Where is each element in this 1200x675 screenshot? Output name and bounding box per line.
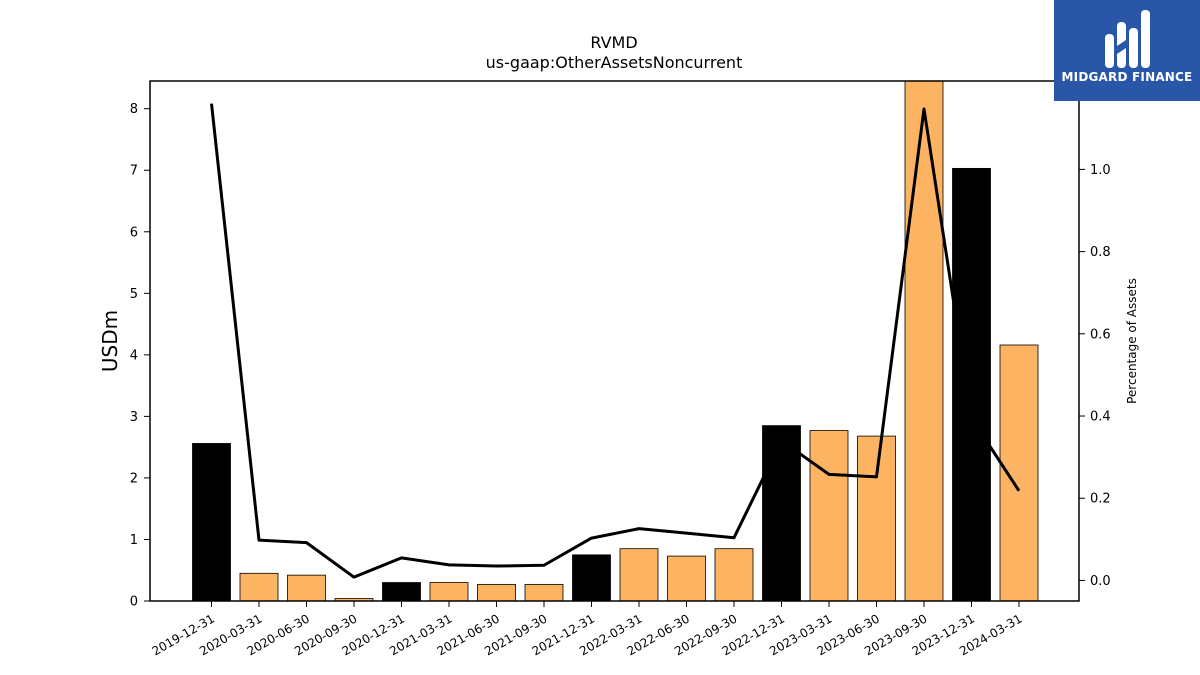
chart-title: RVMD bbox=[590, 33, 637, 52]
y2-tick-label: 0.4 bbox=[1090, 410, 1111, 425]
percentage-line bbox=[210, 103, 1021, 579]
y2-tick-label: 0.0 bbox=[1090, 574, 1111, 589]
bar-2019-12-31 bbox=[192, 443, 231, 602]
y2-axis-label: Percentage of Assets bbox=[1125, 278, 1139, 404]
y-tick-label: 8 bbox=[130, 102, 138, 117]
right-axis: 0.0 0.2 0.4 0.6 0.8 1.0 bbox=[1079, 163, 1111, 589]
y2-tick-label: 0.8 bbox=[1090, 245, 1111, 260]
chart-subtitle: us-gaap:OtherAssetsNoncurrent bbox=[486, 53, 743, 72]
bar-2023-12-31 bbox=[952, 167, 991, 602]
y-tick-label: 0 bbox=[130, 595, 138, 610]
y-tick-label: 1 bbox=[130, 533, 138, 548]
y-tick-label: 2 bbox=[130, 471, 138, 486]
x-axis: 2019-12-312020-03-312020-06-302020-09-30… bbox=[150, 601, 1025, 658]
bar-2022-09-30 bbox=[714, 548, 754, 602]
bar-2021-06-30 bbox=[477, 583, 516, 602]
bar-2020-03-31 bbox=[239, 572, 279, 602]
line-series bbox=[210, 103, 1021, 579]
y-tick-label: 5 bbox=[130, 287, 138, 302]
bar-series bbox=[192, 80, 1039, 602]
bar-2023-03-31 bbox=[809, 430, 849, 602]
midgard-finance-logo: MIDGARD FINANCE bbox=[1054, 0, 1200, 101]
y-tick-label: 4 bbox=[130, 348, 138, 363]
y2-tick-label: 0.2 bbox=[1090, 492, 1111, 507]
logo-mark-icon bbox=[1105, 10, 1150, 68]
y-tick-label: 6 bbox=[130, 225, 138, 240]
y-axis-label: USDm bbox=[98, 310, 122, 372]
bar-2023-06-30 bbox=[857, 435, 896, 602]
bar-2021-09-30 bbox=[524, 583, 564, 602]
bar-2022-12-31 bbox=[762, 425, 801, 602]
y-tick-label: 7 bbox=[130, 164, 138, 179]
bar-2023-09-30 bbox=[904, 80, 944, 602]
y2-tick-label: 0.6 bbox=[1090, 327, 1111, 342]
plot-frame bbox=[149, 80, 1080, 602]
y-tick-label: 3 bbox=[130, 410, 138, 425]
bar-2021-12-31 bbox=[572, 554, 611, 602]
bar-2020-06-30 bbox=[287, 574, 326, 602]
y2-tick-label: 1.0 bbox=[1090, 163, 1111, 178]
logo-text: MIDGARD FINANCE bbox=[1061, 70, 1193, 84]
bar-2022-06-30 bbox=[667, 555, 706, 602]
bar-2020-12-31 bbox=[382, 582, 421, 602]
bar-2022-03-31 bbox=[619, 548, 659, 602]
left-axis: 0 1 2 3 4 5 6 7 8 bbox=[130, 102, 150, 610]
bar-2021-03-31 bbox=[429, 582, 469, 602]
